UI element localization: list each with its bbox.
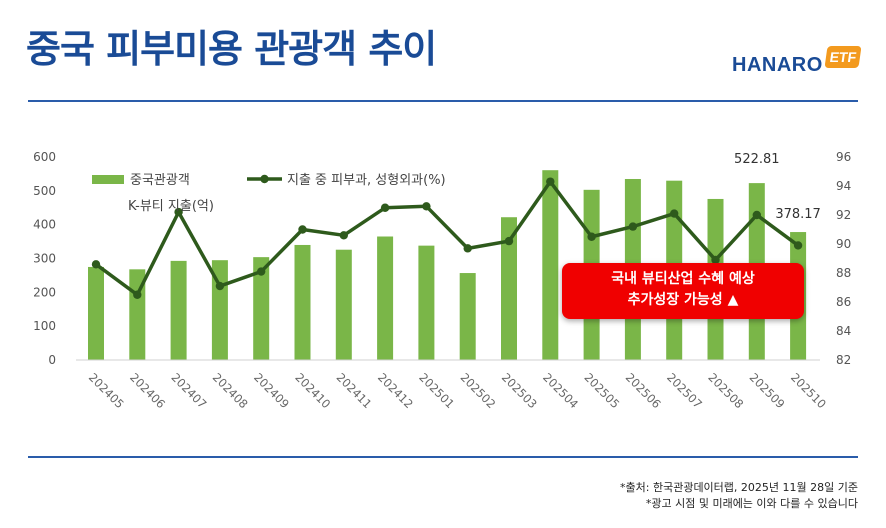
line-point-202505: [587, 232, 596, 241]
x-tick-label: 202412: [375, 370, 416, 411]
x-tick-label: 202508: [705, 370, 746, 411]
legend-bar-label: 중국관광객: [130, 173, 190, 188]
bar-202405: [88, 266, 104, 360]
line-point-202410: [298, 225, 307, 234]
y-right-tick: 82: [836, 353, 851, 367]
y-left-tick: 100: [33, 319, 56, 333]
y-right-tick: 92: [836, 208, 851, 222]
x-tick-label: 202507: [664, 370, 705, 411]
x-tick-label: 202411: [334, 370, 375, 411]
bar-202409: [253, 257, 270, 360]
y-right-tick: 94: [836, 179, 851, 193]
x-tick-label: 202509: [747, 370, 788, 411]
x-tick-label: 202502: [458, 370, 499, 411]
data-label: 522.81: [734, 152, 780, 167]
line-point-202412: [380, 203, 390, 212]
x-tick-label: 202503: [499, 370, 540, 411]
y-left-tick: 200: [33, 285, 56, 299]
callout-line-1: 국내 뷰티산업 수혜 예상: [611, 271, 755, 287]
x-tick-label: 202504: [540, 370, 581, 411]
page-title: 중국 피부미용 관광객 추이: [26, 27, 437, 71]
x-tick-label: 202410: [292, 370, 333, 411]
bar-202411: [335, 249, 352, 360]
y-left-tick: 400: [33, 218, 56, 232]
data-label: 378.17: [775, 207, 821, 222]
bar-202504: [542, 170, 559, 360]
line-point-202408: [215, 281, 225, 291]
source-footnote: *출처: 한국관광데이터랩, 2025년 11월 28일 기준: [620, 481, 858, 494]
x-tick-label: 202405: [86, 370, 127, 411]
bar-202502: [459, 273, 476, 360]
line-point-202510: [793, 241, 803, 250]
x-tick-label: 202506: [623, 370, 664, 411]
line-point-202508: [711, 255, 720, 265]
line-point-202502: [463, 244, 472, 253]
line-point-202504: [546, 177, 555, 186]
bar-202501: [418, 245, 435, 360]
bar-202407: [170, 260, 187, 360]
header-divider: [28, 100, 858, 102]
x-tick-label: 202501: [416, 370, 457, 411]
x-tick-label: 202407: [168, 370, 209, 411]
line-point-202509: [752, 210, 761, 220]
y-left-tick: 0: [48, 353, 56, 367]
line-point-202407: [174, 207, 183, 217]
footer-divider: [28, 456, 858, 458]
y-left-axis-label: K-뷰티 지출(억): [128, 199, 214, 214]
legend-line-label: 지출 중 피부과, 성형외과(%): [287, 173, 446, 188]
y-right-tick: 88: [836, 266, 851, 280]
y-right-tick: 90: [836, 237, 851, 251]
y-left-tick: 500: [33, 184, 56, 198]
line-point-202506: [628, 222, 638, 231]
y-left-tick: 600: [33, 150, 56, 164]
line-point-202406: [133, 290, 142, 299]
bar-202410: [294, 244, 311, 360]
legend-line-marker: [260, 174, 269, 184]
y-right-tick: 96: [836, 150, 851, 164]
line-point-202507: [670, 209, 679, 218]
x-tick-label: 202505: [581, 370, 622, 411]
disclaimer-footnote: *광고 시점 및 미래에는 이와 다를 수 있습니다: [645, 497, 858, 510]
logo-text: HANARO: [732, 54, 823, 76]
growth-callout: 국내 뷰티산업 수혜 예상 추가성장 가능성 ▲: [562, 263, 804, 319]
legend-bar-swatch: [92, 175, 124, 184]
x-tick-label: 202408: [210, 370, 251, 411]
spending-share-line: [94, 179, 800, 297]
y-left-tick: 300: [33, 252, 56, 266]
x-tick-label: 202406: [127, 370, 168, 411]
line-point-202503: [504, 236, 514, 246]
x-tick-label: 202510: [788, 370, 829, 411]
line-point-202409: [257, 267, 266, 276]
callout-line-2: 추가성장 가능성 ▲: [627, 292, 739, 308]
bar-202412: [377, 236, 394, 360]
bar-202503: [501, 217, 517, 360]
y-right-tick: 86: [836, 295, 851, 309]
line-point-202405: [91, 260, 101, 269]
x-tick-label: 202409: [251, 370, 292, 411]
line-point-202501: [422, 202, 431, 211]
y-right-tick: 84: [836, 324, 851, 338]
line-point-202411: [339, 231, 348, 240]
